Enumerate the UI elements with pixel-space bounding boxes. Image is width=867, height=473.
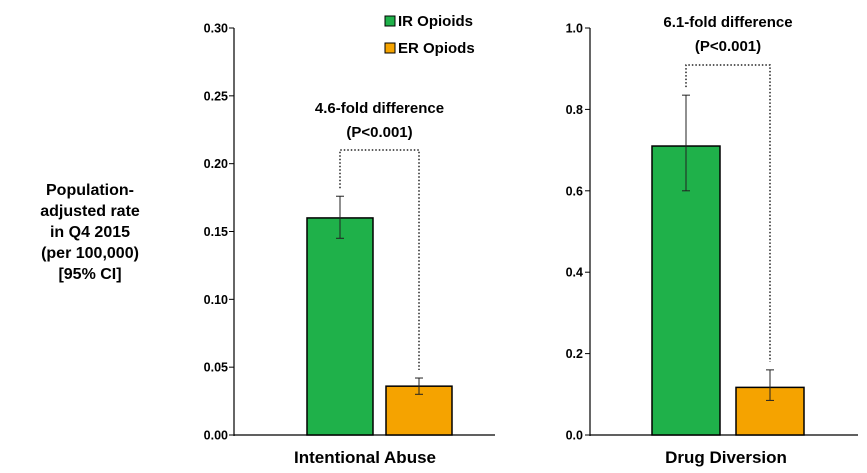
fold-difference-label: 4.6-fold difference <box>315 100 444 117</box>
y-tick-label: 0.15 <box>204 225 228 239</box>
significance-bracket <box>685 64 771 362</box>
legend-label: ER Opiods <box>398 40 475 57</box>
legend-swatch <box>384 15 396 27</box>
y-tick-label: 0.20 <box>204 157 228 171</box>
x-category-label: Intentional Abuse <box>294 448 436 467</box>
y-axis-label-line: Population- <box>46 182 134 199</box>
y-tick-label: 0.25 <box>204 89 228 103</box>
y-axis-label-line: adjusted rate <box>40 203 140 220</box>
y-axis-label-line: (per 100,000) <box>41 245 139 262</box>
y-tick-label: 0.10 <box>204 293 228 307</box>
y-tick-label: 0.4 <box>566 266 583 280</box>
y-axis-label-line: [95% CI] <box>58 266 122 283</box>
bar-ir-opioids <box>306 217 374 436</box>
p-value-label: (P<0.001) <box>346 124 412 141</box>
x-category-label: Drug Diversion <box>665 448 787 467</box>
y-tick-label: 0.2 <box>566 347 583 361</box>
y-axis-label-line: in Q4 2015 <box>49 224 131 241</box>
fold-difference-label: 6.1-fold difference <box>663 14 792 31</box>
significance-bracket <box>339 149 420 371</box>
y-tick-label: 0.00 <box>204 429 228 443</box>
legend-swatch <box>384 42 396 54</box>
y-tick-label: 0.05 <box>204 361 228 375</box>
y-axis-label: Population- adjusted rate in Q4 2015 (pe… <box>0 180 180 285</box>
p-value-label: (P<0.001) <box>695 38 761 55</box>
y-tick-label: 1.0 <box>566 22 583 36</box>
y-tick-label: 0.0 <box>566 429 583 443</box>
y-tick-label: 0.8 <box>566 103 583 117</box>
bar-ir-opioids <box>651 145 721 436</box>
y-tick-label: 0.30 <box>204 22 228 36</box>
legend-label: IR Opioids <box>398 13 473 30</box>
y-tick-label: 0.6 <box>566 184 583 198</box>
